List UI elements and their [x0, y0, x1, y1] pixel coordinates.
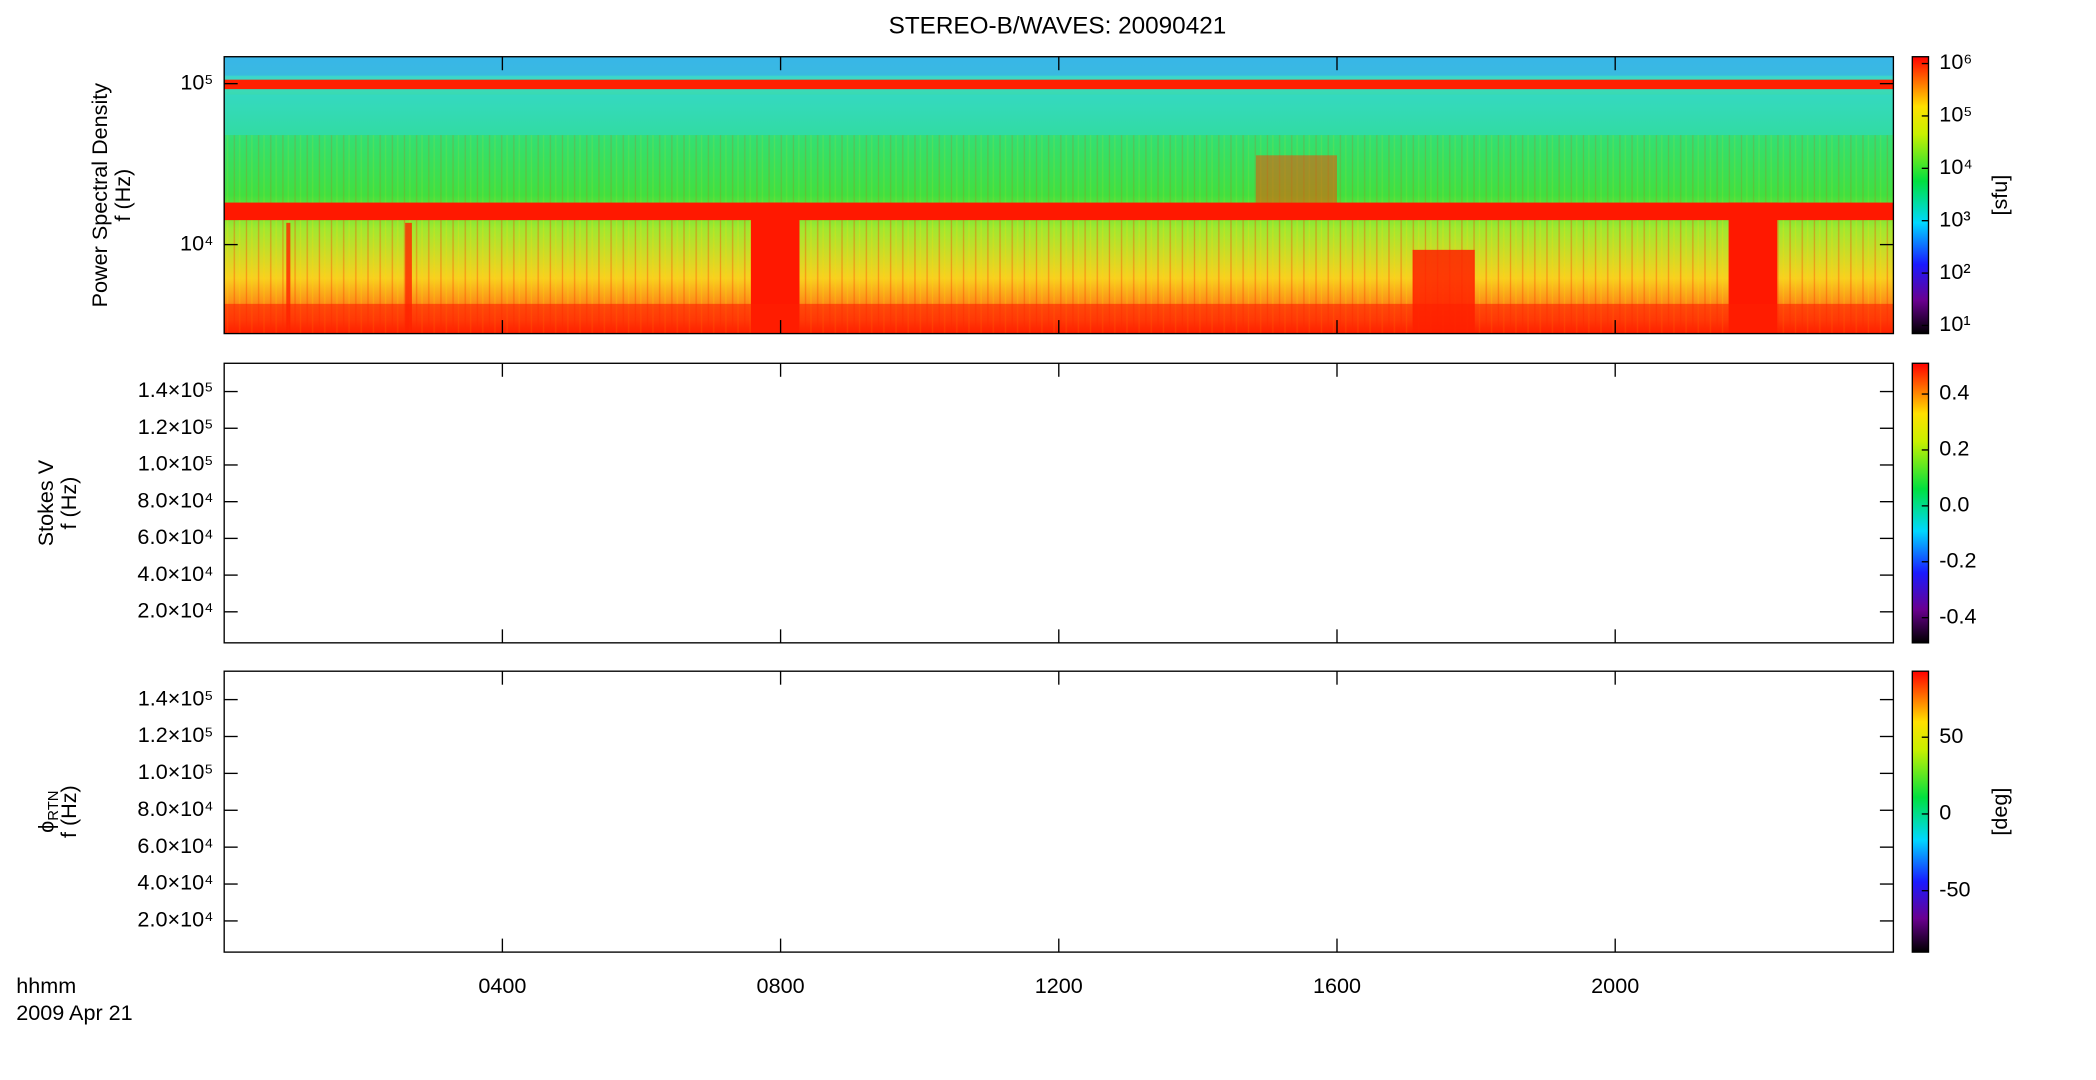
colorbar-tick-label: 0.2 — [1939, 436, 1969, 461]
colorbar-tick-label: 10⁶ — [1939, 49, 1972, 74]
y-tick-label: 1.4×10⁵ — [138, 377, 214, 402]
colorbar-tick-label: 10² — [1939, 259, 1970, 284]
colorbar-frame — [1911, 670, 1930, 953]
y-axis-label: Stokes V — [33, 459, 58, 546]
y-axis-label-symbol: ϕ — [33, 821, 58, 833]
y-tick-label: 4.0×10⁴ — [137, 870, 213, 895]
y-tick-label: 8.0×10⁴ — [137, 796, 213, 821]
colorbar-tick-label: 10¹ — [1939, 311, 1970, 336]
colorbar-tick-label: 50 — [1939, 723, 1963, 748]
colorbar-tick-label: 10⁴ — [1939, 154, 1972, 179]
x-tick-label: 0800 — [757, 973, 805, 998]
colorbar-tick-label: 0.4 — [1939, 380, 1969, 405]
y-tick-label: 1.2×10⁵ — [138, 722, 214, 747]
y-tick-label: 1.2×10⁵ — [138, 414, 214, 439]
colorbar — [1912, 56, 1929, 334]
plot-frame — [223, 670, 1895, 953]
y-tick-label: 6.0×10⁴ — [137, 524, 213, 549]
y-axis-label-subscript: RTN — [46, 790, 62, 820]
x-tick-label: 0400 — [478, 973, 526, 998]
y-tick-label: 2.0×10⁴ — [137, 907, 213, 932]
colorbar-label: [sfu] — [1987, 175, 2012, 216]
colorbar-tick-label: 10⁵ — [1939, 102, 1972, 127]
y-tick-label: 2.0×10⁴ — [137, 598, 213, 623]
plot-frame — [223, 362, 1895, 644]
y-axis-label: ϕRTN — [33, 790, 62, 832]
x-tick-label: 2000 — [1591, 973, 1639, 998]
colorbar-tick-label: 10³ — [1939, 206, 1970, 231]
figure-title: STEREO-B/WAVES: 20090421 — [889, 12, 1227, 39]
y-tick-label: 10⁴ — [180, 230, 213, 255]
y-tick-label: 6.0×10⁴ — [137, 833, 213, 858]
figure-body: STEREO-B/WAVES: 20090421 10⁵ 10⁴ Power Spe… — [16, 12, 2012, 1024]
spectrogram — [224, 56, 1894, 334]
time-unit-label: hhmm — [16, 973, 76, 998]
colorbar-tick-label: -0.4 — [1939, 603, 1976, 628]
y-axis-label: f (Hz) — [56, 785, 81, 838]
colorbar-tick-label: -50 — [1939, 876, 1970, 901]
y-tick-label: 1.0×10⁵ — [138, 759, 214, 784]
y-tick-label: 1.4×10⁵ — [138, 685, 214, 710]
colorbar-tick-label: -0.2 — [1939, 547, 1976, 572]
y-axis-label: f (Hz) — [110, 169, 135, 222]
y-axis-label: Power Spectral Density — [87, 83, 112, 308]
y-tick-label: 10⁵ — [180, 69, 213, 94]
x-tick-label: 1600 — [1313, 973, 1361, 998]
date-label: 2009 Apr 21 — [16, 1000, 132, 1025]
y-tick-label: 4.0×10⁴ — [137, 561, 213, 586]
x-tick-label: 1200 — [1035, 973, 1083, 998]
colorbar-tick-label: 0 — [1939, 800, 1951, 825]
colorbar-frame — [1911, 362, 1930, 644]
y-axis-label: f (Hz) — [56, 477, 81, 530]
y-tick-label: 1.0×10⁵ — [138, 451, 214, 476]
colorbar-label: [deg] — [1987, 788, 2012, 836]
colorbar-frame — [1911, 56, 1930, 335]
colorbar — [1912, 363, 1929, 643]
colorbar-tick-label: 0.0 — [1939, 492, 1969, 517]
colorbar — [1912, 671, 1929, 953]
y-tick-label: 8.0×10⁴ — [137, 487, 213, 512]
